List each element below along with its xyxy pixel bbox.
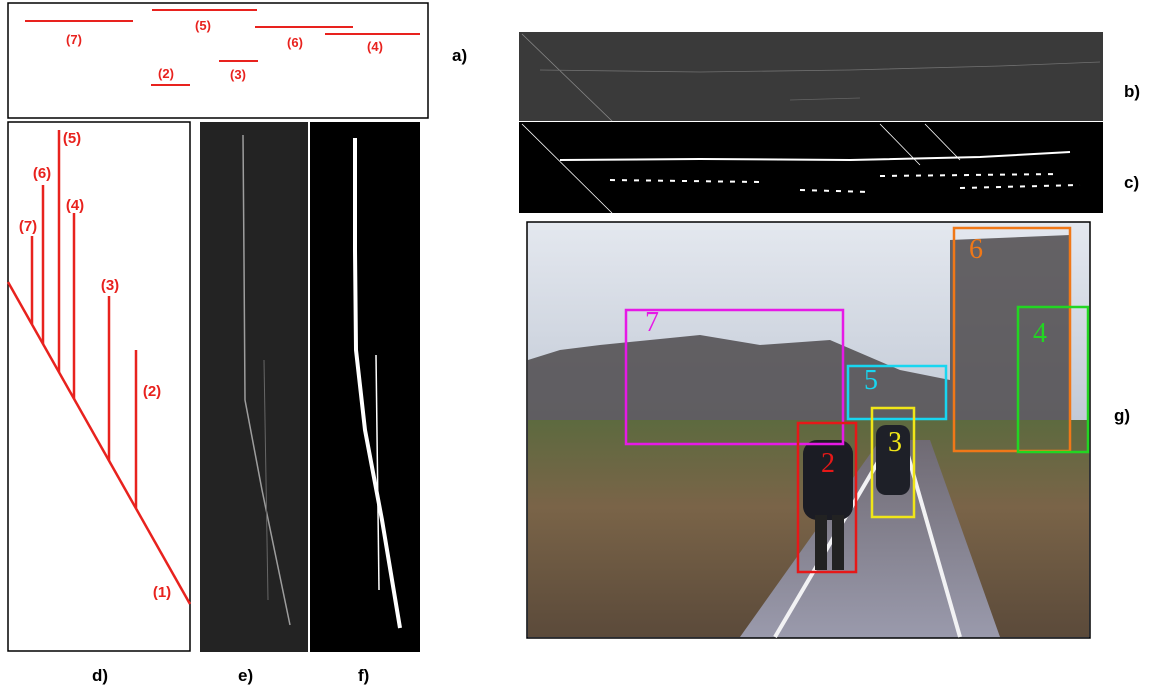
- segment-label: (4): [367, 39, 383, 54]
- panel-f-image: [310, 122, 420, 652]
- box-label: 4: [1033, 318, 1047, 349]
- panel-b-image: [519, 32, 1103, 121]
- panel-e-image: [200, 122, 308, 652]
- box-label: 2: [821, 448, 835, 479]
- segment-label: (7): [66, 32, 82, 47]
- branch-label: (4): [66, 197, 84, 214]
- box-label: 3: [888, 427, 902, 458]
- box-label: 6: [969, 234, 983, 265]
- segment-label: (2): [158, 66, 174, 81]
- branch-label: (7): [19, 218, 37, 235]
- figure: (7) (5) (6) (4) (2) (3) a) b) c) (1: [0, 0, 1151, 692]
- box-label: 5: [864, 365, 878, 396]
- panel-label: a): [452, 46, 467, 65]
- box-label: 7: [645, 307, 659, 338]
- branch-label: (1): [153, 584, 171, 601]
- branch-label: (3): [101, 277, 119, 294]
- panel-label: c): [1124, 173, 1139, 192]
- panel-label: d): [92, 666, 108, 685]
- segment-label: (5): [195, 18, 211, 33]
- panel-label: g): [1114, 406, 1130, 425]
- branch-label: (6): [33, 165, 51, 182]
- branch-label: (2): [143, 383, 161, 400]
- branch-label: (5): [63, 130, 81, 147]
- shape: [832, 515, 844, 570]
- panel-label: b): [1124, 82, 1140, 101]
- panel-c-image: [519, 122, 1103, 213]
- panel-d-frame: [8, 122, 190, 651]
- panel-label: f): [358, 666, 369, 685]
- shape: [815, 515, 827, 570]
- segment-label: (6): [287, 35, 303, 50]
- segment-label: (3): [230, 67, 246, 82]
- panel-label: e): [238, 666, 253, 685]
